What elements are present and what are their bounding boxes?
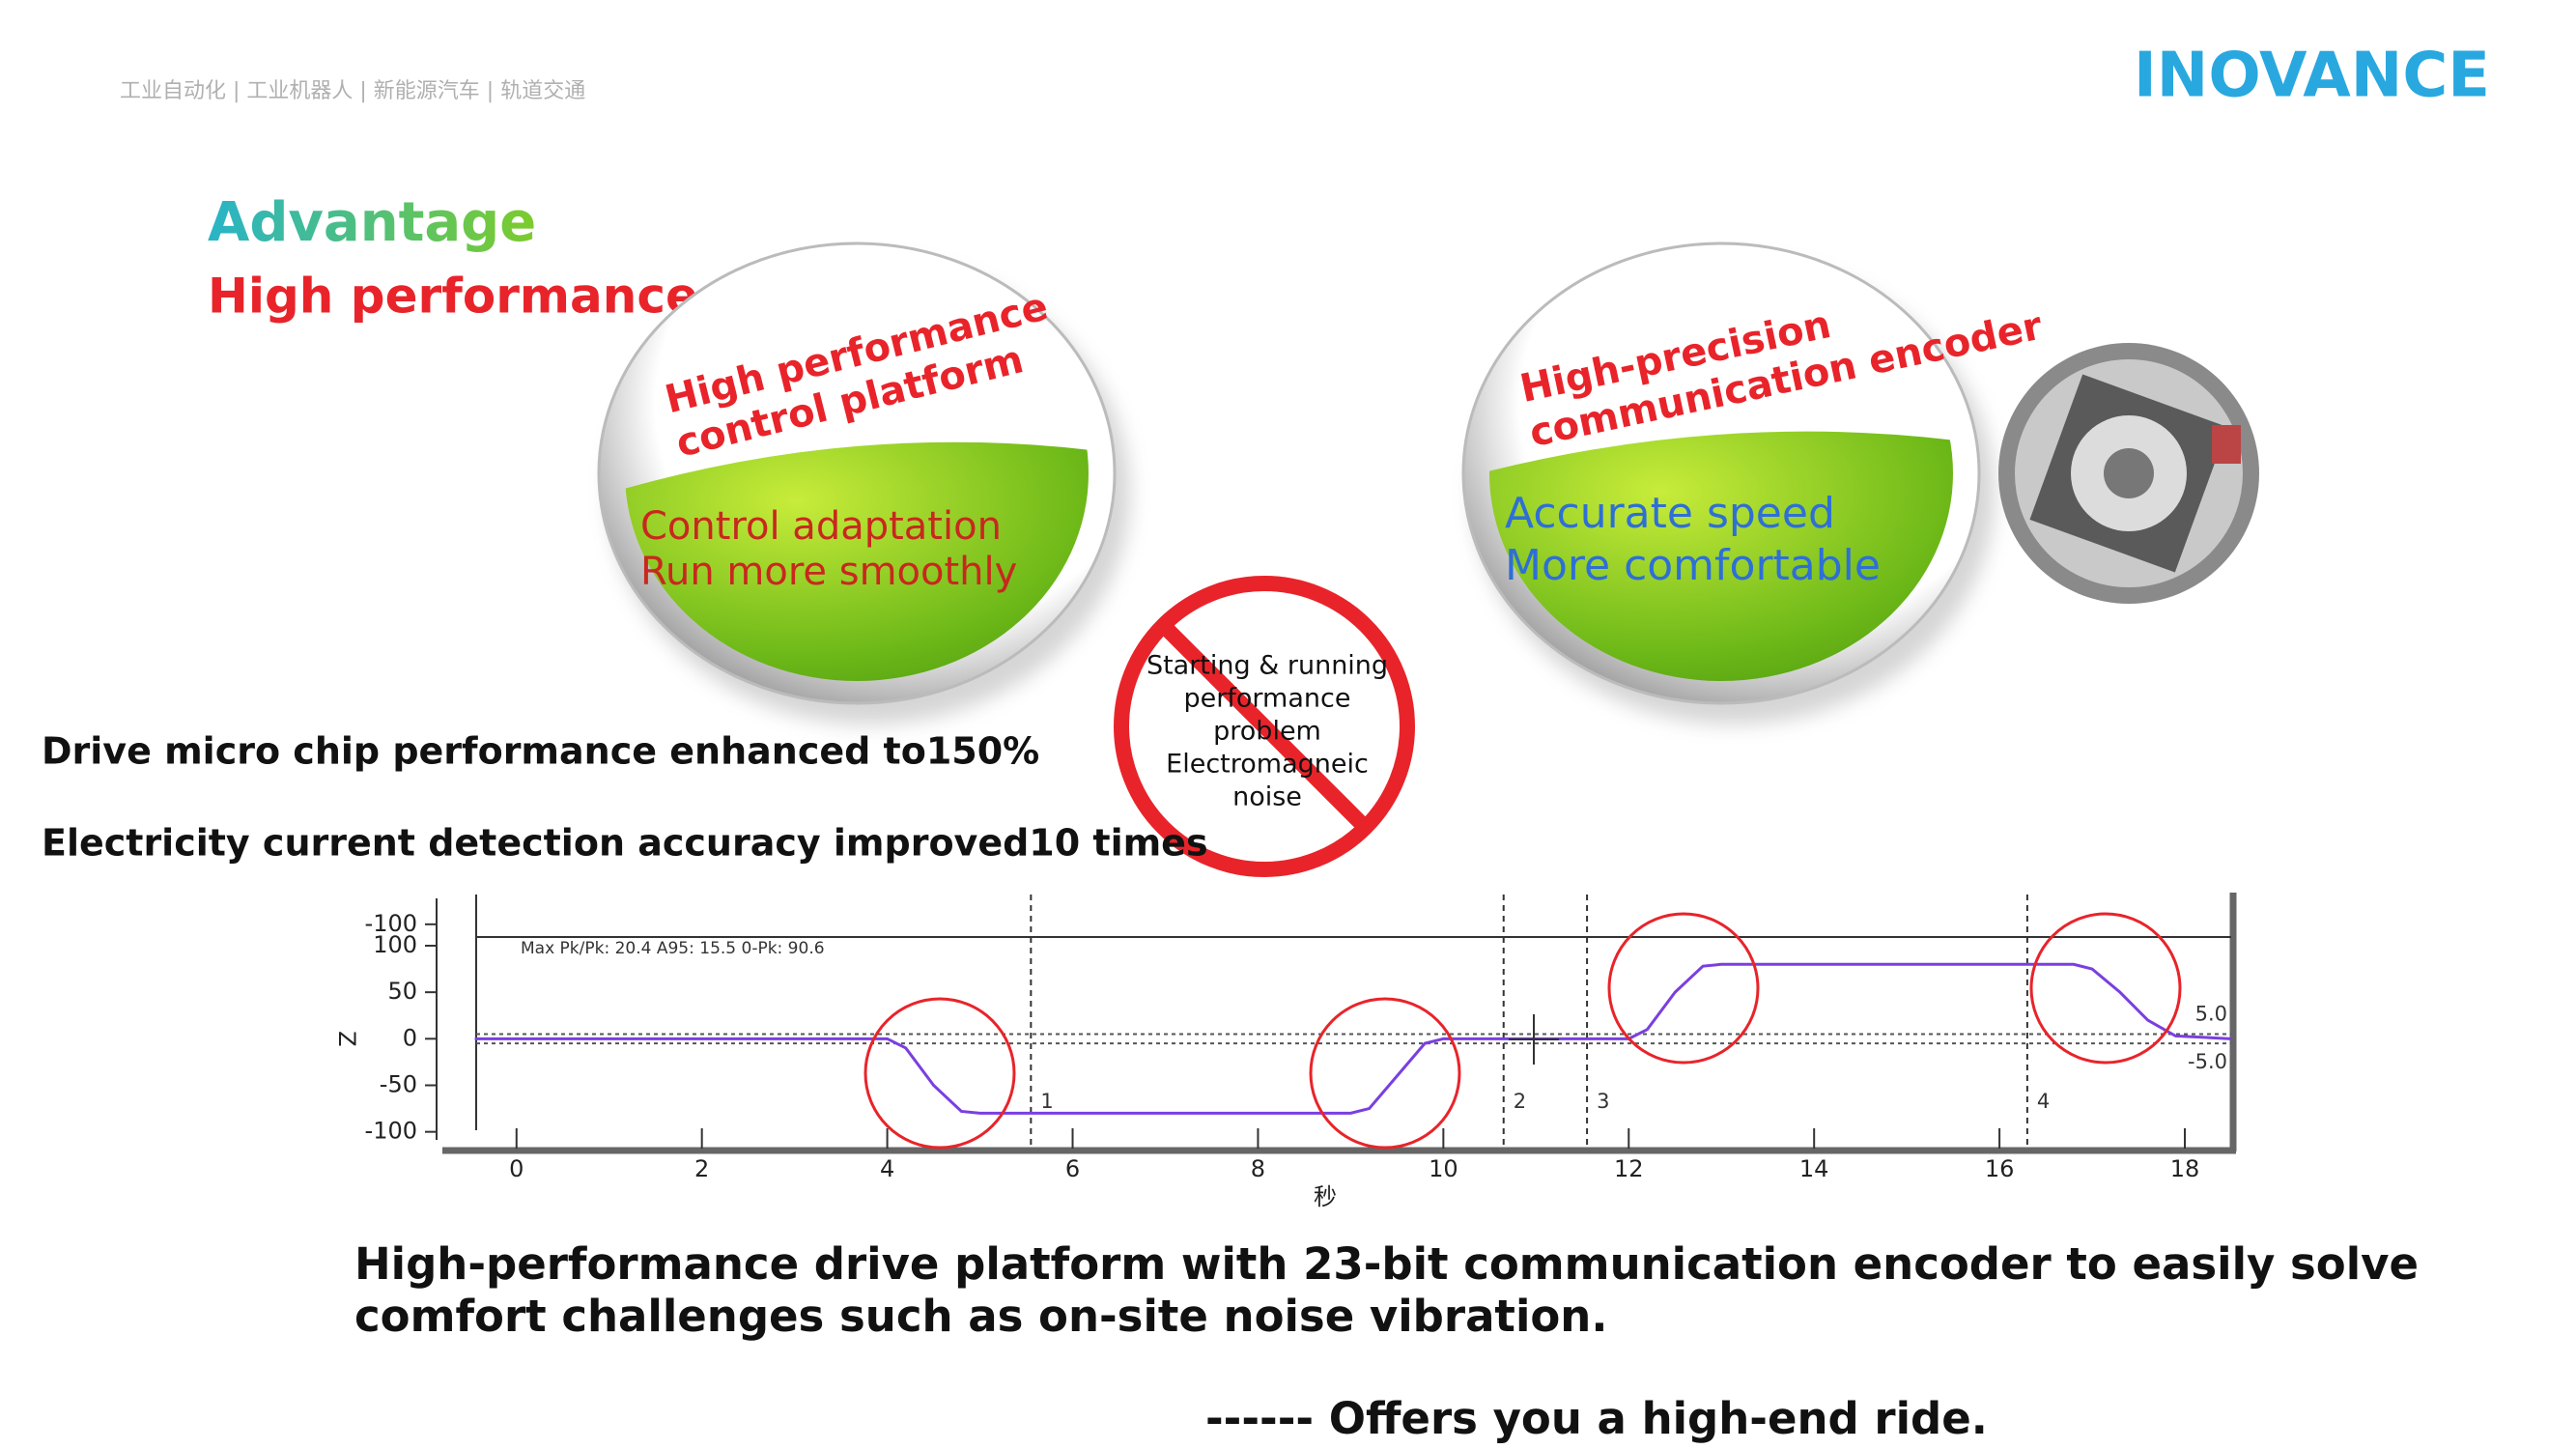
point: Drive micro chip performance enhanced to… [42,730,1039,773]
bubble-body: More comfortable [1505,541,1881,590]
y-tick-label: -100 [365,1118,417,1145]
x-tick-label: 4 [880,1155,894,1182]
bubble-body: Accurate speed [1505,489,1835,538]
no-sign-text: Electromagneic [1166,750,1369,780]
title: Advantage [208,191,536,254]
x-tick-label: 18 [2170,1155,2200,1182]
no-sign-text: problem [1213,717,1321,747]
bubble-body: Run more smoothly [640,550,1017,594]
no-sign-text: noise [1232,782,1302,812]
x-tick-label: 16 [1985,1155,2015,1182]
y-tick-label: 50 [387,978,417,1005]
x-tick-label: 0 [509,1155,524,1182]
subtitle: High performance [208,269,698,325]
point: Electricity current detection accuracy i… [42,822,1208,865]
x-axis-label: 秒 [1314,1183,1337,1210]
no-sign [1114,576,1415,877]
no-sign-text: performance [1184,684,1351,714]
nav: 工业自动化 | 工业机器人 | 新能源汽车 | 轨道交通 [120,79,585,103]
x-tick-label: 2 [694,1155,709,1182]
marker-label: 2 [1514,1090,1526,1113]
no-sign-text: Starting & running [1146,651,1388,681]
x-tick-label: 12 [1614,1155,1644,1182]
footer-line: comfort challenges such as on-site noise… [354,1291,1607,1342]
reference-label: 5.0 [2195,1003,2227,1026]
x-tick-label: 6 [1065,1155,1080,1182]
encoder-image [1998,343,2259,604]
marker-label: 3 [1597,1090,1609,1113]
y-tick-label: 0 [403,1024,417,1051]
bubble-body: Control adaptation [640,504,1002,549]
crosshair [1509,1014,1559,1065]
x-tick-label: 10 [1429,1155,1458,1182]
annotation: Max Pk/Pk: 20.4 A95: 15.5 0-Pk: 90.6 [521,939,825,958]
y-tick-label: -100 [365,910,417,937]
marker-label: 1 [1040,1090,1053,1113]
x-tick-label: 8 [1251,1155,1265,1182]
y-tick-label: -50 [380,1070,417,1097]
tagline: ------ Offers you a high-end ride. [1205,1393,1988,1444]
marker-label: 4 [2037,1090,2050,1113]
logo: INOVANCE [2134,41,2490,112]
plot-area [442,895,2231,1150]
y-tick-label: 100 [373,931,417,958]
y-axis-label: Z [333,1031,360,1046]
x-tick-label: 14 [1799,1155,1829,1182]
highlights [863,912,2182,1150]
footer-line: High-performance drive platform with 23-… [354,1238,2419,1290]
reference-label: -5.0 [2188,1050,2227,1073]
